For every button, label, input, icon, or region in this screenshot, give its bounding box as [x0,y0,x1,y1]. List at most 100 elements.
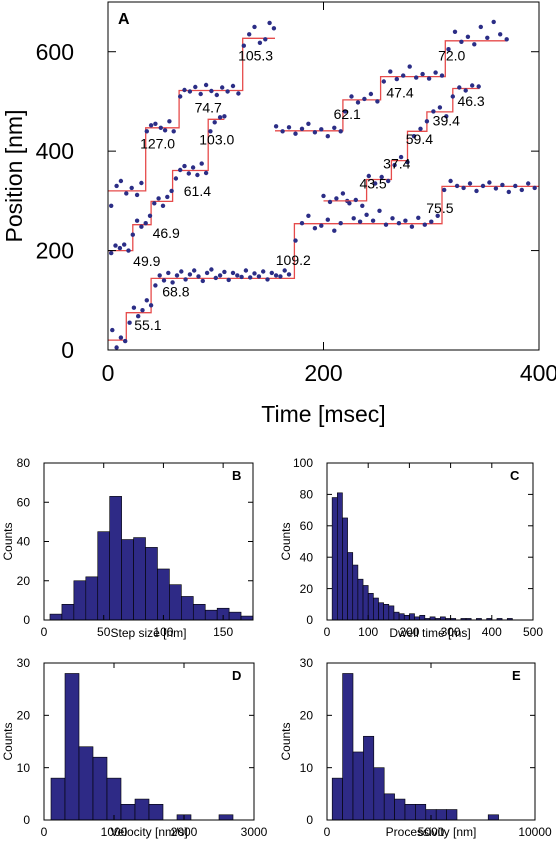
data-point [109,203,114,208]
data-point [424,119,430,124]
data-point [179,269,184,274]
step-size-label: 37.4 [383,156,410,172]
data-point [420,71,425,77]
data-point [110,327,115,333]
data-point [480,183,486,189]
histogram-bar [409,613,415,621]
data-point [114,345,119,350]
data-point [153,283,158,288]
data-point [209,88,214,94]
data-point [422,222,427,227]
data-point [243,268,249,273]
data-point [187,89,193,94]
data-point [433,70,438,75]
data-point [161,278,167,283]
data-point [362,96,367,102]
histogram-bar [120,803,136,821]
y-axis-label: Counts [1,522,15,560]
data-point [127,320,132,325]
data-point [148,303,154,308]
data-point [166,270,171,276]
histogram-bar [240,615,254,621]
data-point [390,216,395,221]
histogram-bar [363,735,375,821]
data-point [487,180,492,185]
data-point [435,213,440,218]
data-point [265,277,270,282]
step-size-label: 47.4 [386,85,413,101]
data-point [187,272,193,277]
histogram-bar [446,809,458,821]
data-point [241,43,246,48]
data-point [526,181,531,186]
panel-letter: D [232,668,241,683]
data-point [366,173,371,179]
data-point [139,180,144,186]
data-point [171,129,176,134]
data-point [353,197,358,203]
data-point [230,83,236,89]
step-fit-line [108,118,225,252]
histogram-bar [487,814,499,821]
y-tick-label: 20 [300,582,314,596]
data-point [351,216,356,221]
y-axis-label: Counts [279,722,293,760]
histogram-bar [192,603,206,621]
data-point [248,275,253,280]
data-point [388,69,393,74]
y-axis-label: Counts [279,522,293,560]
data-point [282,268,287,273]
data-point [493,186,499,191]
data-point [383,222,389,227]
histogram-bar [357,578,364,621]
data-point [222,114,227,119]
data-point [217,273,223,278]
data-point [342,109,348,114]
data-point [340,191,346,196]
data-point [174,273,180,278]
histogram-bar [415,803,427,821]
y-tick-label: 60 [17,495,31,509]
data-point [338,129,343,134]
data-point [186,171,191,176]
data-point [457,85,462,90]
data-point [256,274,262,279]
histogram-bar [403,614,410,621]
data-point [109,250,114,256]
y-tick-label: 80 [17,456,31,470]
histogram-bar [347,552,354,621]
x-tick-label: 500 [523,625,543,639]
data-point [386,178,391,184]
data-point [170,280,175,285]
data-point [178,94,183,99]
data-point [124,191,129,196]
y-axis-label: Position [nm] [1,110,27,243]
data-point [472,42,477,47]
step-size-label: 72.0 [438,48,465,64]
data-point [373,181,378,186]
histogram-bar [383,603,390,621]
data-point [247,32,252,37]
y-tick-label: 40 [300,550,314,564]
histogram-bar [169,584,182,621]
data-point [360,203,365,208]
data-point [379,174,384,180]
histogram-bar [419,614,426,621]
step-size-label: 109.2 [276,252,311,268]
x-tick-label: 5000 [418,825,445,839]
data-point [459,39,464,44]
data-point [222,269,227,275]
data-point [334,196,339,201]
data-point [173,176,179,181]
data-point [203,170,209,176]
data-point [144,129,149,134]
data-point [269,270,274,276]
data-point [123,338,128,344]
data-point [286,125,292,130]
histogram-bar [109,496,122,621]
step-size-label: 103.0 [199,132,234,148]
data-point [461,185,466,191]
data-point [476,84,481,89]
histogram-bar [106,777,122,821]
x-tick-label: 1000 [101,825,128,839]
